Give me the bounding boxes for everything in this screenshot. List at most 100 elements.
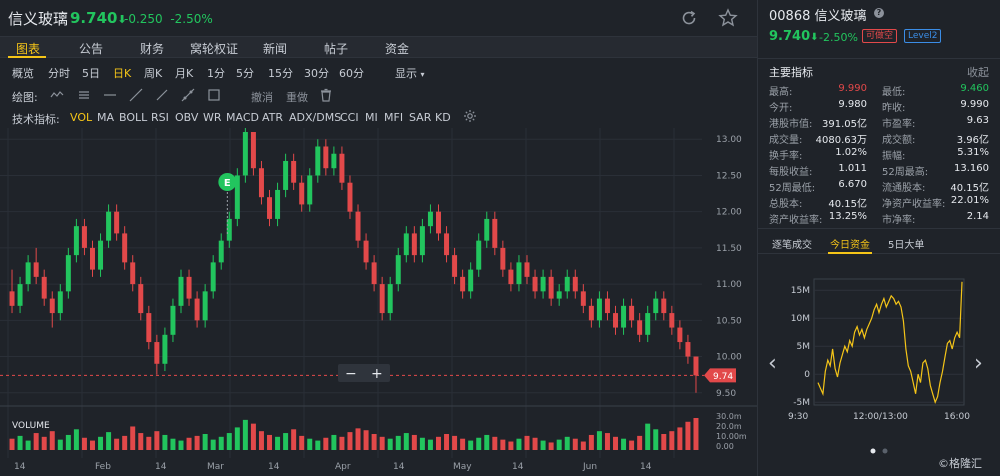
tab-announcements[interactable]: 公告 [79, 42, 104, 56]
segment-line-icon[interactable] [154, 87, 170, 103]
extended-line-icon[interactable] [180, 87, 196, 103]
volume-tick-label: 10.00m [716, 432, 747, 441]
period-intraday[interactable]: 分时 [48, 67, 70, 80]
tab-warrants[interactable]: 窝轮权证 [190, 42, 239, 56]
candle-body [154, 342, 160, 364]
tab-today-funds[interactable]: 今日资金 [830, 240, 870, 251]
volume-bar [347, 432, 353, 450]
zoom-in-icon[interactable]: + [371, 366, 383, 382]
indicator-kd[interactable]: KD [435, 111, 451, 124]
indicator-mfi[interactable]: MFI [384, 111, 404, 124]
period-15min[interactable]: 15分 [268, 67, 293, 80]
tab-tick-trades[interactable]: 逐笔成交 [772, 240, 812, 251]
volume-bar [275, 436, 281, 450]
collapse-button[interactable]: 收起 [967, 66, 989, 79]
candle-body [57, 291, 63, 314]
chevron-left-icon[interactable]: ‹ [768, 351, 777, 376]
undo-button[interactable]: 撤消 [251, 91, 273, 104]
volume-bar [588, 434, 594, 450]
refresh-icon[interactable] [680, 9, 698, 27]
active-tab-indicator [8, 56, 46, 58]
zoom-control[interactable]: − + [338, 364, 390, 382]
volume-bar [661, 434, 667, 450]
indicator-boll[interactable]: BOLL [119, 111, 148, 124]
volume-bar [299, 435, 305, 450]
tab-chart[interactable]: 图表 [16, 42, 41, 56]
candle-body [81, 226, 87, 248]
redo-button[interactable]: 重做 [286, 91, 308, 104]
indicator-adx-dms[interactable]: ADX/DMS [289, 111, 342, 124]
kpi-label: 振幅: [882, 151, 906, 162]
volume-bar [202, 434, 208, 450]
zoom-out-icon[interactable]: − [345, 366, 357, 382]
kpi-row: 港股市值: 391.05亿 市盈率: 9.63 [758, 115, 1000, 130]
level2-badge[interactable]: Level2 [904, 29, 942, 43]
period-daily[interactable]: 日K [113, 67, 132, 80]
tab-posts[interactable]: 帖子 [324, 42, 349, 56]
tab-funds[interactable]: 资金 [385, 42, 410, 56]
candle-body [613, 313, 619, 328]
tab-5day-large-orders[interactable]: 5日大单 [888, 240, 925, 251]
volume-bar [596, 431, 602, 450]
flow-x-tick: 12:00/13:00 [853, 412, 908, 422]
kpi-value: 1.02% [835, 147, 867, 158]
trend-line-icon[interactable] [49, 87, 65, 103]
period-5min[interactable]: 5分 [236, 67, 254, 80]
indicator-vol[interactable]: VOL [70, 111, 93, 124]
indicator-sar[interactable]: SAR [409, 111, 432, 124]
indicator-obv[interactable]: OBV [175, 111, 199, 124]
kpi-row: 资产收益率: 13.25% 市净率: 2.14 [758, 211, 1000, 226]
indicator-mi[interactable]: MI [365, 111, 378, 124]
period-monthly[interactable]: 月K [175, 67, 194, 80]
candle-body [669, 313, 675, 328]
kpi-label: 总股本: [769, 199, 803, 210]
parallel-lines-icon[interactable] [76, 87, 92, 103]
indicator-cci[interactable]: CCI [340, 111, 359, 124]
indicator-atr[interactable]: ATR [262, 111, 284, 124]
volume-bar [411, 434, 417, 450]
watermark: ©格隆汇 [938, 457, 982, 470]
period-overview[interactable]: 概览 [12, 67, 34, 80]
help-icon[interactable]: ? [874, 8, 884, 18]
gear-icon[interactable] [463, 109, 477, 123]
display-dropdown[interactable]: 显示 ▾ [395, 67, 425, 80]
indicator-ma[interactable]: MA [97, 111, 115, 124]
kpi-value: 9.990 [960, 99, 989, 110]
tab-news[interactable]: 新闻 [263, 42, 288, 56]
candle-body [693, 356, 699, 376]
indicator-rsi[interactable]: RSI [151, 111, 169, 124]
date-tick-label: 14 [268, 462, 280, 472]
volume-label: VOLUME [12, 421, 50, 431]
period-1min[interactable]: 1分 [207, 67, 225, 80]
date-tick-label: Mar [207, 462, 224, 472]
period-weekly[interactable]: 周K [144, 67, 163, 80]
indicator-wr[interactable]: WR [203, 111, 222, 124]
period-60min[interactable]: 60分 [339, 67, 364, 80]
kpi-row: 52周最低: 6.670 流通股本: 40.15亿 [758, 179, 1000, 194]
candle-body [395, 255, 401, 285]
period-30min[interactable]: 30分 [304, 67, 329, 80]
kpi-row: 每股收益: 1.011 52周最高: 13.160 [758, 163, 1000, 178]
indicator-macd[interactable]: MACD [226, 111, 259, 124]
period-5day[interactable]: 5日 [82, 67, 100, 80]
ray-line-icon[interactable] [128, 87, 144, 103]
horizontal-line-icon[interactable] [102, 87, 118, 103]
trash-icon[interactable] [318, 87, 334, 103]
volume-bar [363, 430, 369, 450]
volume-tick-label: 30.0m [716, 412, 742, 421]
candle-body [283, 160, 289, 190]
tab-financials[interactable]: 财务 [140, 42, 165, 56]
star-icon[interactable] [718, 8, 738, 28]
candlestick-chart[interactable]: 13.00 12.50 12.00 11.50 11.00 10.50 10.00 9.50 9… [0, 128, 757, 476]
volume-bar [669, 431, 675, 450]
volume-bar [73, 429, 79, 450]
price-tick-label: 13.00 [716, 135, 742, 145]
chevron-right-icon[interactable]: › [974, 351, 983, 376]
kpi-label: 每股收益: [769, 167, 813, 178]
candle-body [49, 298, 55, 314]
candle-body [387, 284, 393, 314]
kpi-value: 40.15亿 [828, 199, 867, 210]
side-tabs: 逐笔成交 今日资金 5日大单 [758, 228, 1000, 254]
candle-body [564, 276, 570, 292]
rectangle-icon[interactable] [206, 87, 222, 103]
